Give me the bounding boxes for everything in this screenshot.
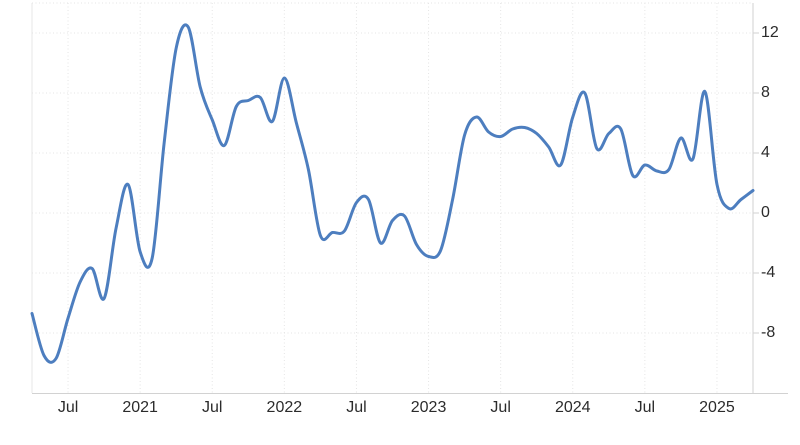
x-axis-tick-label: Jul	[490, 399, 511, 416]
y-axis-tick-label: 4	[761, 144, 770, 161]
x-axis-tick-label: 2024	[554, 399, 591, 416]
x-axis-tick-label: Jul	[202, 399, 223, 416]
data-series-line	[30, 23, 755, 364]
x-axis-tick-label: Jul	[57, 399, 79, 416]
x-axis-tick-label: 2021	[122, 399, 158, 416]
y-axis-tick-label: 8	[761, 84, 770, 101]
y-axis-tick-label: 12	[761, 24, 779, 41]
x-axis-tick-label: 2023	[410, 399, 447, 416]
y-axis-tick-label: -4	[761, 264, 776, 281]
y-axis-tick-label: -8	[761, 324, 776, 341]
y-axis-tick-label: 0	[761, 204, 770, 221]
x-axis-tick-label: Jul	[634, 399, 656, 416]
x-axis-tick-label: Jul	[346, 399, 367, 416]
x-axis-tick-label: 2022	[266, 399, 303, 416]
x-axis-tick-label: 2025	[699, 399, 735, 416]
